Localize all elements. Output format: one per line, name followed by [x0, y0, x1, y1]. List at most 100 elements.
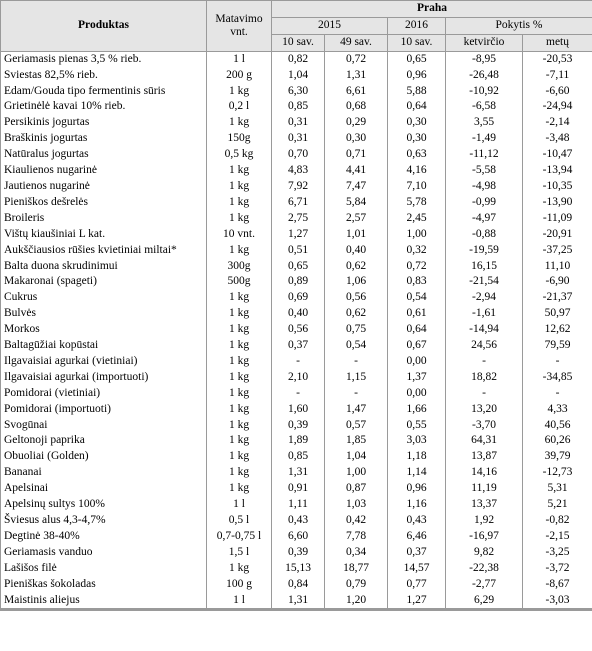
cell-change-quarter: -1,49: [445, 131, 523, 148]
cell-week10-2016: 5,78: [387, 194, 446, 211]
cell-change-year: -7,11: [521, 67, 592, 84]
cell-unit: 1 kg: [206, 465, 272, 482]
cell-week49-2015: 0,40: [324, 242, 388, 259]
cell-product-name: Aukščiausios rūšies kvietiniai miltai*: [0, 242, 207, 259]
cell-week49-2015: 0,87: [324, 481, 388, 498]
cell-change-quarter: 1,92: [445, 513, 523, 529]
table-row: Geriamasis vanduo 1,5 l 0,39 0,34 0,37 9,82 -3…: [0, 544, 592, 561]
cell-week49-2015: 1,15: [324, 369, 388, 386]
cell-change-quarter: -: [445, 385, 523, 402]
cell-unit: 1 kg: [206, 290, 272, 307]
cell-product-name: Lašišos filė: [0, 560, 207, 577]
cell-product-name: Jautienos nugarinė: [0, 178, 207, 195]
cell-change-year: -6,90: [521, 274, 592, 291]
cell-week10-2016: 0,64: [387, 322, 446, 339]
cell-week10-2015: 0,89: [271, 274, 325, 291]
cell-week10-2015: 6,60: [271, 528, 325, 545]
cell-unit: 500g: [206, 274, 272, 291]
cell-product-name: Balta duona skrudinimui: [0, 258, 207, 275]
cell-week10-2016: 5,88: [387, 83, 446, 100]
cell-change-year: -37,25: [521, 242, 592, 259]
cell-week10-2016: 1,18: [387, 449, 446, 466]
cell-week10-2015: 0,56: [271, 322, 325, 339]
cell-change-quarter: 13,20: [445, 401, 523, 418]
cell-week49-2015: 18,77: [324, 560, 388, 577]
cell-change-quarter: 64,31: [445, 433, 523, 450]
cell-product-name: Ilgavaisiai agurkai (vietiniai): [0, 353, 207, 370]
table-row: Sviestas 82,5% rieb. 200 g 1,04 1,31 0,96 -26…: [0, 67, 592, 84]
cell-change-quarter: -11,12: [445, 147, 523, 164]
cell-product-name: Pieniškas šokoladas: [0, 576, 207, 593]
table-body: Geriamasis pienas 3,5 % rieb. 1 l 0,82 0,72…: [0, 51, 592, 612]
cell-week49-2015: 0,79: [324, 576, 388, 593]
cell-product-name: Morkos: [0, 322, 207, 339]
cell-week49-2015: 7,47: [324, 178, 388, 195]
cell-change-year: -3,03: [521, 592, 592, 612]
cell-product-name: Sviestas 82,5% rieb.: [0, 67, 207, 84]
cell-product-name: Makaronai (spageti): [0, 274, 207, 291]
cell-product-name: Geriamasis pienas 3,5 % rieb.: [0, 51, 207, 68]
cell-change-year: 60,26: [521, 433, 592, 450]
cell-unit: 1 kg: [206, 449, 272, 466]
cell-week10-2015: 0,31: [271, 115, 325, 132]
cell-change-quarter: -1,61: [445, 306, 523, 323]
cell-week49-2015: -: [324, 353, 388, 370]
cell-change-year: 5,31: [521, 481, 592, 498]
cell-week10-2016: 0,00: [387, 385, 446, 402]
cell-product-name: Šviesus alus 4,3-4,7%: [0, 513, 207, 529]
cell-change-quarter: -4,97: [445, 210, 523, 227]
cell-unit: 1 kg: [206, 481, 272, 498]
cell-product-name: Braškinis jogurtas: [0, 131, 207, 148]
cell-change-year: 79,59: [521, 338, 592, 354]
cell-week10-2015: 6,30: [271, 83, 325, 100]
cell-change-year: -: [521, 353, 592, 370]
cell-week10-2015: 0,69: [271, 290, 325, 307]
cell-week10-2015: 0,40: [271, 306, 325, 323]
cell-week10-2016: 1,66: [387, 401, 446, 418]
cell-unit: 100 g: [206, 576, 272, 593]
cell-unit: 1 l: [206, 592, 272, 612]
cell-week49-2015: 6,61: [324, 83, 388, 100]
cell-change-quarter: 14,16: [445, 465, 523, 482]
cell-week10-2016: 0,30: [387, 131, 446, 148]
cell-product-name: Broileris: [0, 210, 207, 227]
table-row: Cukrus 1 kg 0,69 0,56 0,54 -2,94 -21,37: [0, 290, 592, 307]
cell-unit: 1 kg: [206, 115, 272, 132]
cell-unit: 1 kg: [206, 560, 272, 577]
cell-change-year: 39,79: [521, 449, 592, 466]
cell-week10-2016: 3,03: [387, 433, 446, 450]
cell-product-name: Svogūnai: [0, 417, 207, 434]
cell-unit: 1 kg: [206, 178, 272, 195]
cell-unit: 1 kg: [206, 210, 272, 227]
cell-week49-2015: 1,20: [324, 592, 388, 612]
cell-week10-2016: 0,65: [387, 51, 446, 68]
cell-week10-2016: 0,64: [387, 99, 446, 116]
cell-week49-2015: 0,57: [324, 417, 388, 434]
cell-week10-2015: 0,51: [271, 242, 325, 259]
cell-week49-2015: 1,00: [324, 465, 388, 482]
cell-change-year: -3,72: [521, 560, 592, 577]
cell-week49-2015: 7,78: [324, 528, 388, 545]
cell-week49-2015: -: [324, 385, 388, 402]
cell-product-name: Pomidorai (vietiniai): [0, 385, 207, 402]
cell-unit: 10 vnt.: [206, 226, 272, 243]
cell-product-name: Vištų kiaušiniai L kat.: [0, 226, 207, 243]
table-row: Geltonoji paprika 1 kg 1,89 1,85 3,03 64,31 60…: [0, 433, 592, 450]
cell-unit: 1 kg: [206, 401, 272, 418]
cell-unit: 0,7-0,75 l: [206, 528, 272, 545]
cell-week49-2015: 1,06: [324, 274, 388, 291]
cell-unit: 1 l: [206, 497, 272, 513]
cell-change-year: -20,53: [521, 51, 592, 68]
table-row: Pieniškos dešrelės 1 kg 6,71 5,84 5,78 -0,99-…: [0, 194, 592, 211]
table-row: Bulvės 1 kg 0,40 0,62 0,61 -1,61 50,97: [0, 306, 592, 323]
cell-change-year: 12,62: [521, 322, 592, 339]
cell-change-quarter: 6,29: [445, 592, 523, 612]
cell-product-name: Grietinėlė kavai 10% rieb.: [0, 99, 207, 116]
cell-week10-2015: 0,82: [271, 51, 325, 68]
cell-unit: 1 kg: [206, 322, 272, 339]
cell-change-year: 4,33: [521, 401, 592, 418]
cell-week49-2015: 0,72: [324, 51, 388, 68]
cell-change-year: -10,35: [521, 178, 592, 195]
cell-change-year: -34,85: [521, 369, 592, 386]
cell-week10-2016: 0,67: [387, 338, 446, 354]
